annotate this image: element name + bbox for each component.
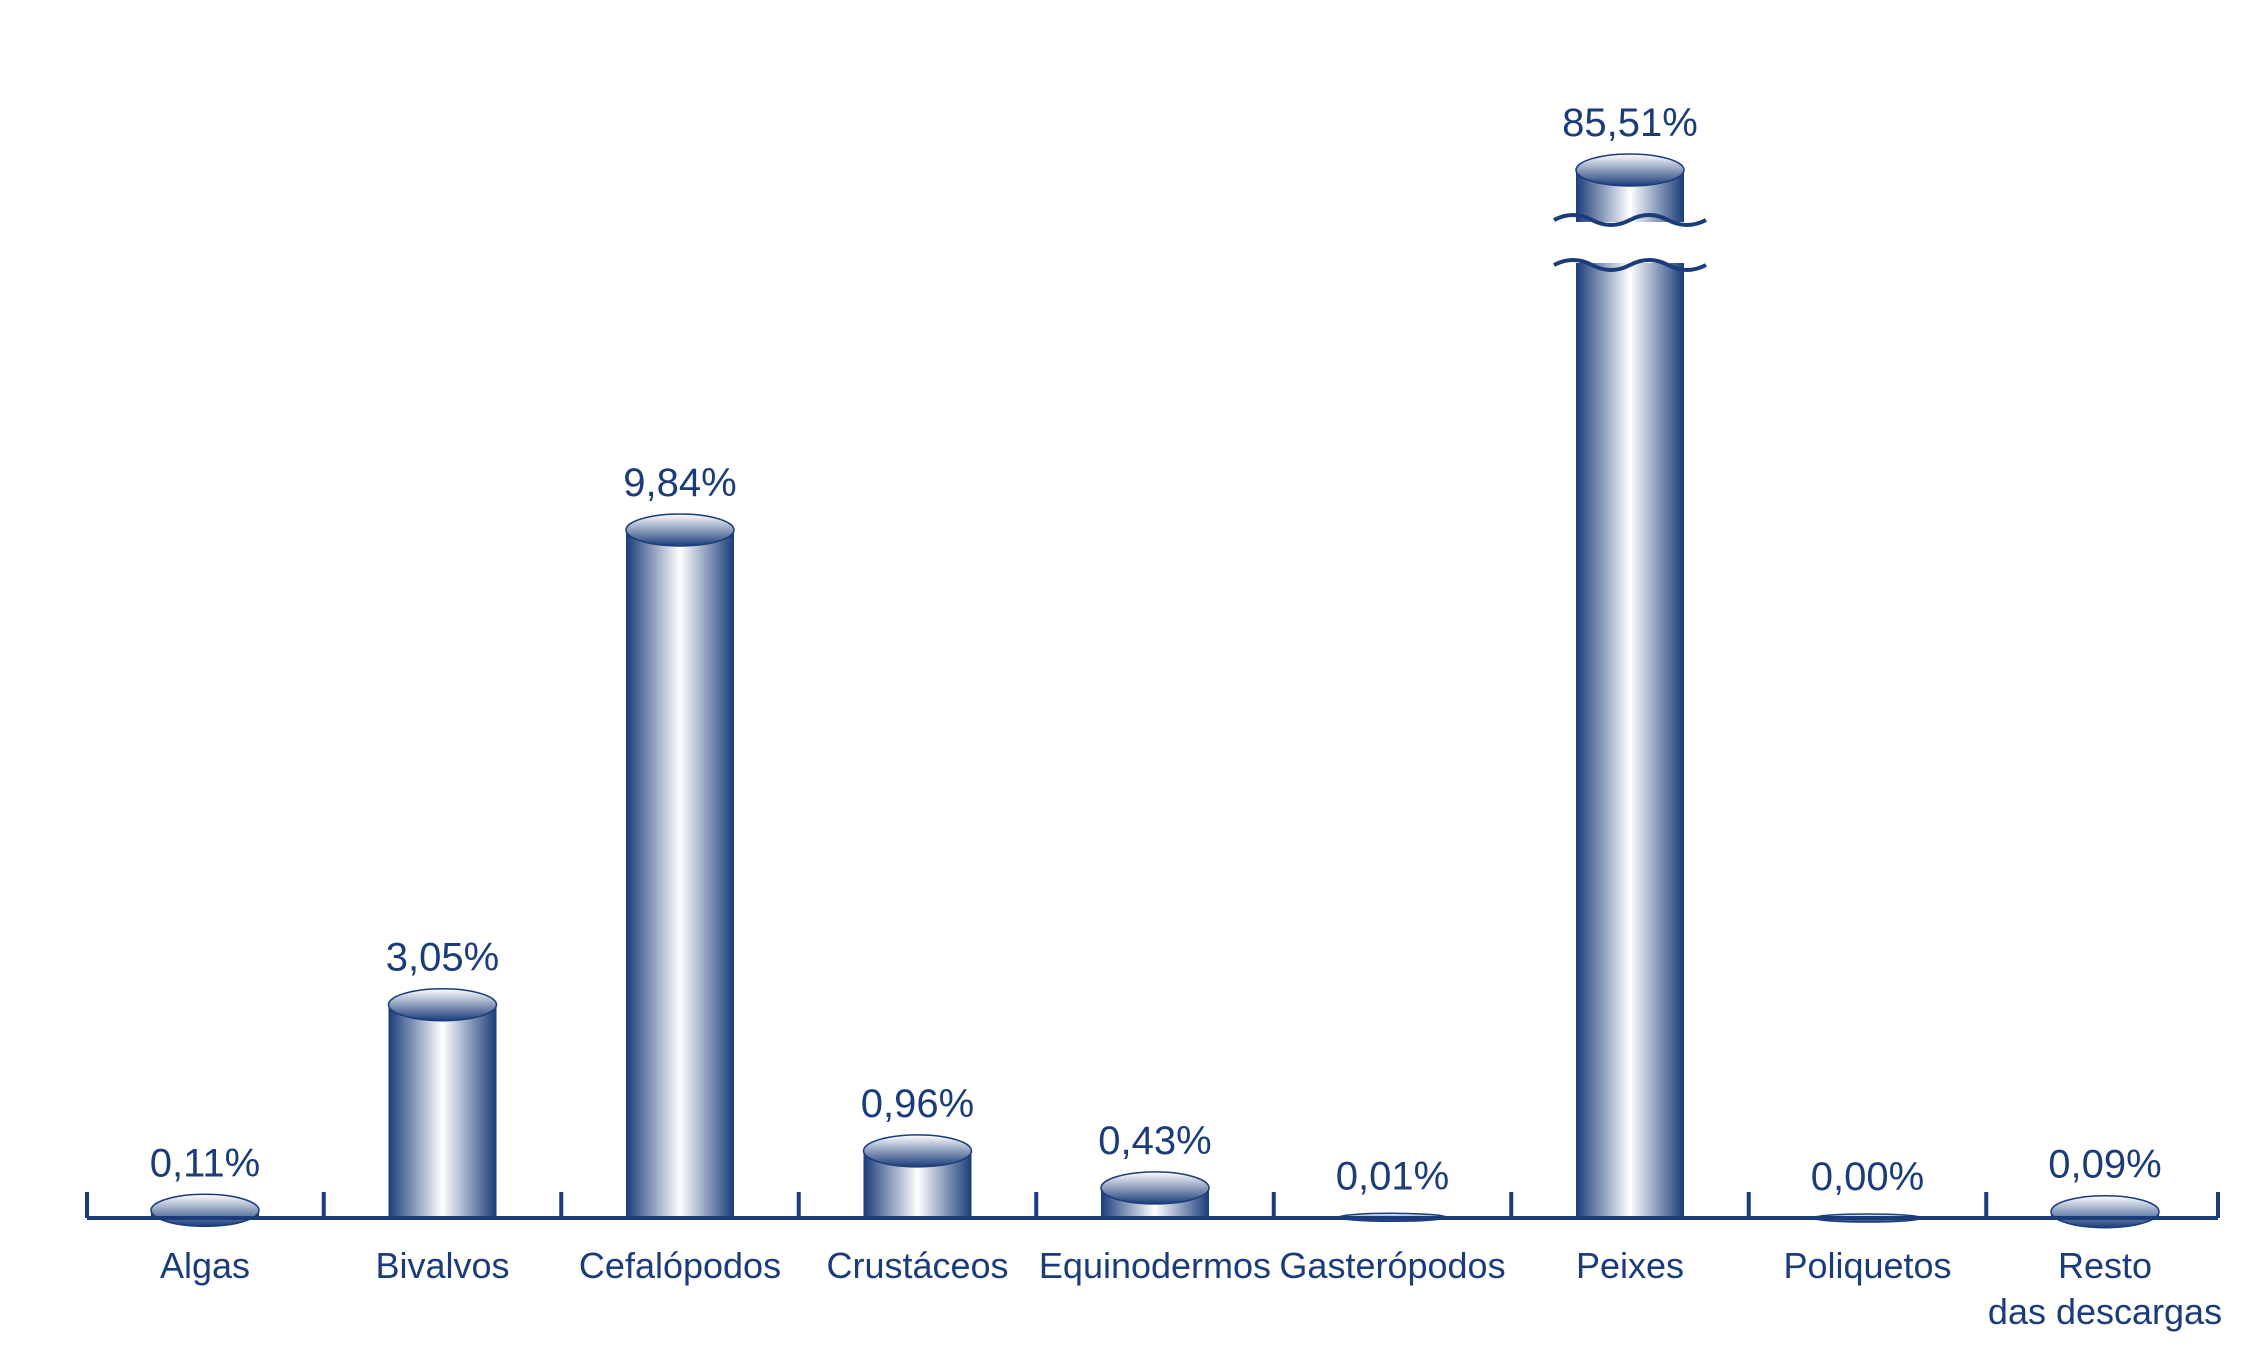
bar-cap xyxy=(387,987,498,1022)
bar xyxy=(388,1004,497,1218)
x-tick-label: Gasterópodos xyxy=(1279,1245,1505,1286)
labels-group: 0,11% Algas 3,05% Bivalvos 9,84% Cefalópodos 0… xyxy=(150,101,2222,1332)
bar-cap xyxy=(625,513,735,547)
data-label: 0,11% xyxy=(150,1141,260,1185)
x-tick-label-line: Crustáceos xyxy=(826,1245,1008,1286)
data-label: 0,01% xyxy=(1336,1154,1449,1198)
data-label: 85,51% xyxy=(1562,101,1698,145)
x-tick-label-line: Poliquetos xyxy=(1783,1245,1951,1286)
data-label: 3,05% xyxy=(386,936,499,980)
x-tick-label-line: Gasterópodos xyxy=(1279,1245,1505,1286)
x-tick-label-line: Resto xyxy=(2058,1245,2152,1286)
bar-cap xyxy=(862,1134,973,1168)
x-tick-label-line: Algas xyxy=(160,1245,250,1286)
x-tick-label: Algas xyxy=(160,1245,250,1286)
x-tick-label: Peixes xyxy=(1576,1245,1684,1286)
x-tick-label-line: Equinodermos xyxy=(1039,1245,1271,1286)
bar xyxy=(626,530,734,1218)
data-label: 0,43% xyxy=(1098,1119,1211,1163)
axis-break-gap xyxy=(1574,222,1686,263)
data-label: 0,09% xyxy=(2048,1143,2161,1187)
x-tick-label-line: das descargas xyxy=(1988,1291,2222,1332)
data-label: 9,84% xyxy=(623,461,736,505)
x-tick-label: Bivalvos xyxy=(375,1245,509,1286)
data-label: 0,96% xyxy=(861,1082,974,1126)
axis-break-line-bottom xyxy=(1553,258,1707,272)
x-tick-label: Equinodermos xyxy=(1039,1245,1271,1286)
x-tick-label: Cefalópodos xyxy=(579,1245,781,1286)
data-label: 0,00% xyxy=(1811,1155,1924,1199)
bar xyxy=(1576,170,1684,1218)
x-axis xyxy=(85,1192,2220,1220)
x-tick-label-line: Peixes xyxy=(1576,1245,1684,1286)
bar-cap xyxy=(150,1193,260,1228)
x-tick-label: Resto das descargas xyxy=(1988,1245,2222,1332)
x-tick-label: Crustáceos xyxy=(826,1245,1008,1286)
bar-cap xyxy=(1100,1171,1210,1205)
x-tick-label: Poliquetos xyxy=(1783,1245,1951,1286)
bar-cap xyxy=(1575,153,1685,187)
x-tick-label-line: Bivalvos xyxy=(375,1245,509,1286)
axis-break-line-top xyxy=(1553,213,1707,227)
x-tick-label-line: Cefalópodos xyxy=(579,1245,781,1286)
bar-cap xyxy=(2050,1194,2160,1229)
bars-group xyxy=(150,153,2160,1229)
